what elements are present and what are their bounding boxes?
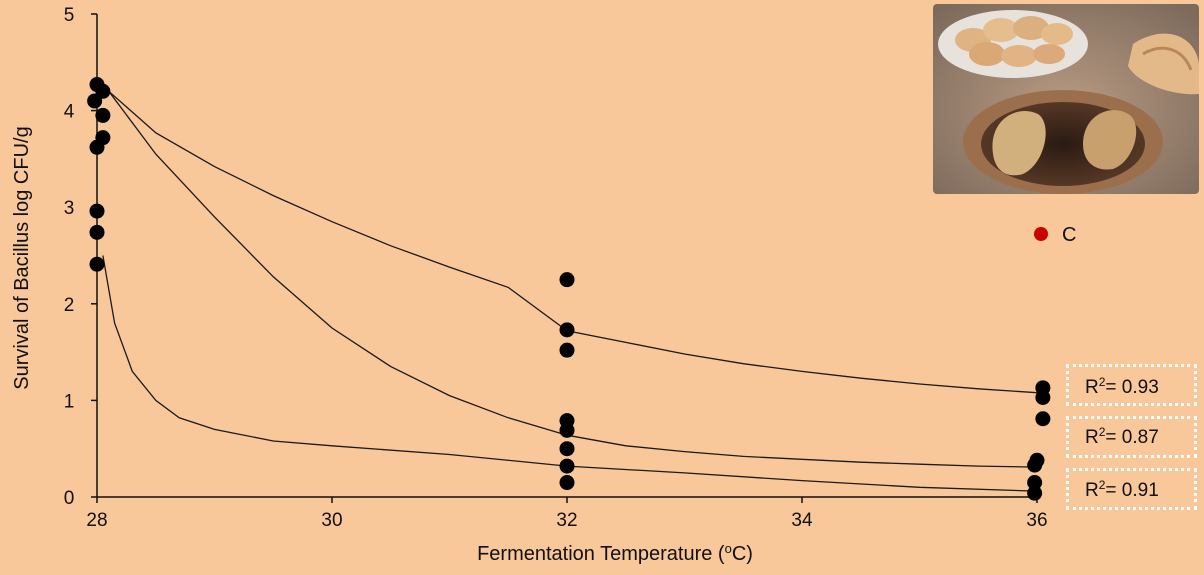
data-point [89, 256, 105, 272]
x-tick-label: 34 [791, 510, 813, 531]
data-point [559, 441, 575, 457]
data-point [559, 342, 575, 358]
y-tick-label: 1 [64, 391, 75, 412]
data-point [1027, 475, 1043, 491]
data-point [1035, 390, 1051, 406]
data-point [1035, 411, 1051, 427]
data-point [559, 322, 575, 338]
r2-box-1 [1066, 364, 1197, 406]
data-point [559, 422, 575, 438]
legend-label: C [1062, 224, 1076, 246]
r2-label-1: R2= 0.93 [1085, 375, 1159, 398]
data-point [89, 224, 105, 240]
r2-label-2: R2= 0.87 [1085, 425, 1159, 448]
legend-marker [1034, 227, 1048, 241]
x-tick-label: 30 [321, 510, 342, 531]
data-point [559, 272, 575, 288]
y-tick-label: 0 [64, 488, 75, 509]
data-point [559, 475, 575, 491]
x-tick-label: 36 [1026, 510, 1047, 531]
tandoor-photo [933, 4, 1199, 194]
data-point [89, 203, 105, 219]
data-point [95, 107, 111, 123]
r2-labels: R2= 0.93 R2= 0.87 R2= 0.91 [1085, 375, 1159, 501]
legend: C [1034, 224, 1076, 246]
r2-label-3: R2= 0.91 [1085, 478, 1159, 501]
y-tick-label: 2 [64, 295, 75, 316]
y-tick-label: 4 [64, 102, 75, 123]
x-tick-label: 32 [556, 510, 577, 531]
y-tick-label: 5 [64, 5, 75, 26]
r2-box-2 [1066, 416, 1197, 458]
y-tick-label: 3 [64, 198, 75, 219]
data-point [559, 458, 575, 474]
data-point [1027, 485, 1043, 501]
data-point [89, 139, 105, 155]
r2-box-3 [1066, 468, 1197, 510]
y-axis-title: Survival of Bacillus log CFU/g [11, 126, 33, 389]
data-point [87, 93, 103, 109]
fit-curve-3 [102, 255, 1038, 492]
x-axis-title: Fermentation Temperature (oC) [477, 541, 753, 565]
data-points [87, 77, 1051, 501]
photo-icon [933, 4, 1199, 194]
x-tick-label: 28 [86, 510, 107, 531]
data-point [1027, 457, 1043, 473]
